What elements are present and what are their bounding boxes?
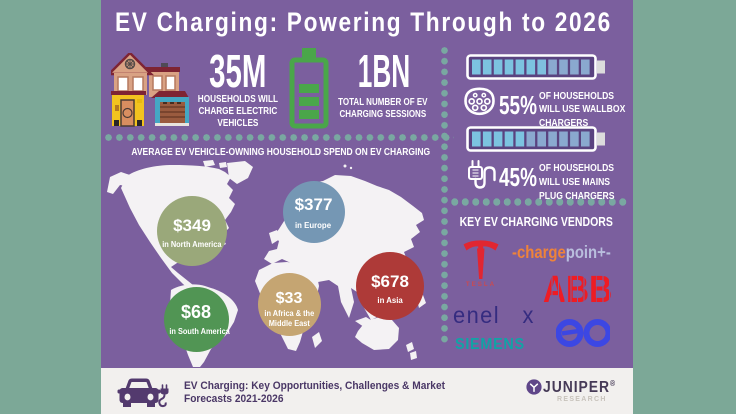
- svg-text:TESLA: TESLA: [466, 281, 496, 288]
